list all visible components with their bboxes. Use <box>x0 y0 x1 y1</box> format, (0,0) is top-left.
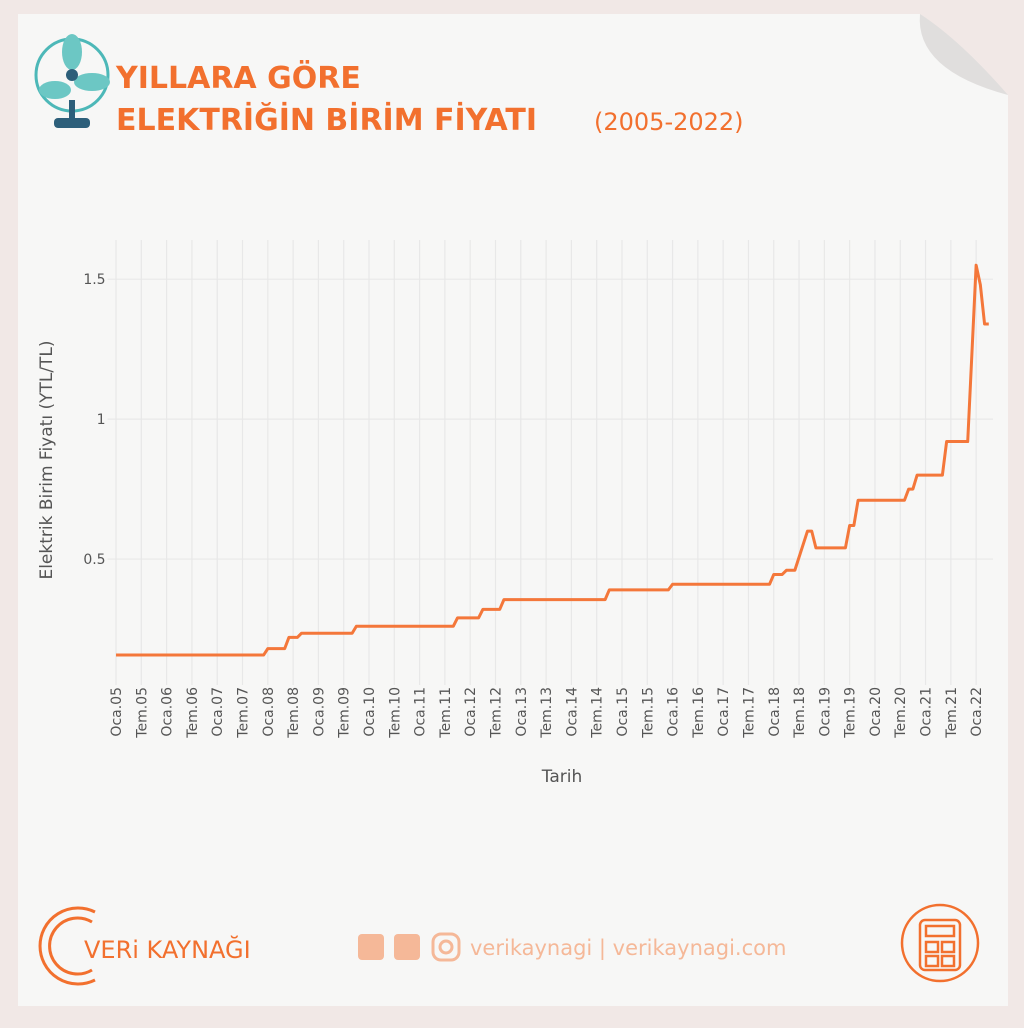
title: ELEKTRİĞİN BİRİM FİYATI <box>116 101 537 138</box>
x-tick-label: Tem.18 <box>792 687 808 739</box>
links: verikaynagi | verikaynagi.com <box>470 936 786 961</box>
social-icons <box>358 932 461 962</box>
x-tick-label: Tem.05 <box>134 687 150 739</box>
x-tick-label: Tem.20 <box>893 687 909 739</box>
x-tick-label: Tem.19 <box>843 687 859 739</box>
x-tick-label: Oca.15 <box>615 687 631 737</box>
x-tick-label: Oca.12 <box>463 687 479 737</box>
x-tick-label: Tem.16 <box>691 687 707 739</box>
x-tick-label: Oca.09 <box>311 687 327 737</box>
x-tick-label: Oca.08 <box>261 687 277 737</box>
x-tick-label: Tem.12 <box>488 687 504 739</box>
plot: Oca.05 Tem.05 Oca.06 Tem.06 Oca.07 Tem.07 Oca.… <box>83 240 993 739</box>
x-tick-label: Oca.16 <box>666 687 682 737</box>
x-tick-label: Tem.09 <box>337 687 353 739</box>
x-tick-label: Tem.11 <box>438 687 454 739</box>
x-tick-label: Tem.07 <box>236 687 252 739</box>
data-line <box>116 263 989 657</box>
x-tick-label: Oca.13 <box>514 687 530 737</box>
x-tick-label: Tem.21 <box>944 687 960 739</box>
x-tick-label: Oca.14 <box>564 687 580 737</box>
x-tick-label: Oca.17 <box>716 687 732 737</box>
x-tick-label: Oca.21 <box>919 687 935 737</box>
fan-icon <box>34 34 110 128</box>
y-tick-label: 1.5 <box>83 272 105 288</box>
x-axis-label: Tarih <box>541 767 582 787</box>
subtitle: (2005-2022) <box>594 108 744 136</box>
x-tick-label: Tem.10 <box>387 687 403 739</box>
calculator-icon <box>900 903 980 983</box>
x-tick-label: Tem.13 <box>539 687 555 739</box>
y-tick-label: 1 <box>97 412 106 428</box>
x-tick-label: Tem.15 <box>640 687 656 739</box>
y-tick-label: 0.5 <box>83 552 105 568</box>
x-tick-label: Oca.19 <box>817 687 833 737</box>
x-tick-label: Tem.17 <box>741 687 757 739</box>
title: YILLARA GÖRE <box>115 59 361 96</box>
paper <box>18 14 1008 1006</box>
x-tick-label: Oca.22 <box>969 687 985 737</box>
brand-name: VERi KAYNAĞI <box>84 934 251 964</box>
x-tick-label: Oca.20 <box>868 687 884 737</box>
x-tick-label: Oca.05 <box>109 687 125 737</box>
paper-curl <box>919 14 1008 95</box>
x-tick-label: Tem.08 <box>286 687 302 739</box>
x-tick-label: Oca.07 <box>210 687 226 737</box>
x-tick-label: Oca.06 <box>160 687 176 737</box>
x-tick-label: Oca.11 <box>413 687 429 737</box>
x-tick-label: Tem.14 <box>590 687 606 739</box>
y-axis-label: Elektrik Birim Fiyatı (YTL/TL) <box>37 340 57 579</box>
x-tick-label: Oca.10 <box>362 687 378 737</box>
brand-logo <box>38 906 96 986</box>
x-tick-label: Oca.18 <box>767 687 783 737</box>
x-tick-label: Tem.06 <box>185 687 201 739</box>
